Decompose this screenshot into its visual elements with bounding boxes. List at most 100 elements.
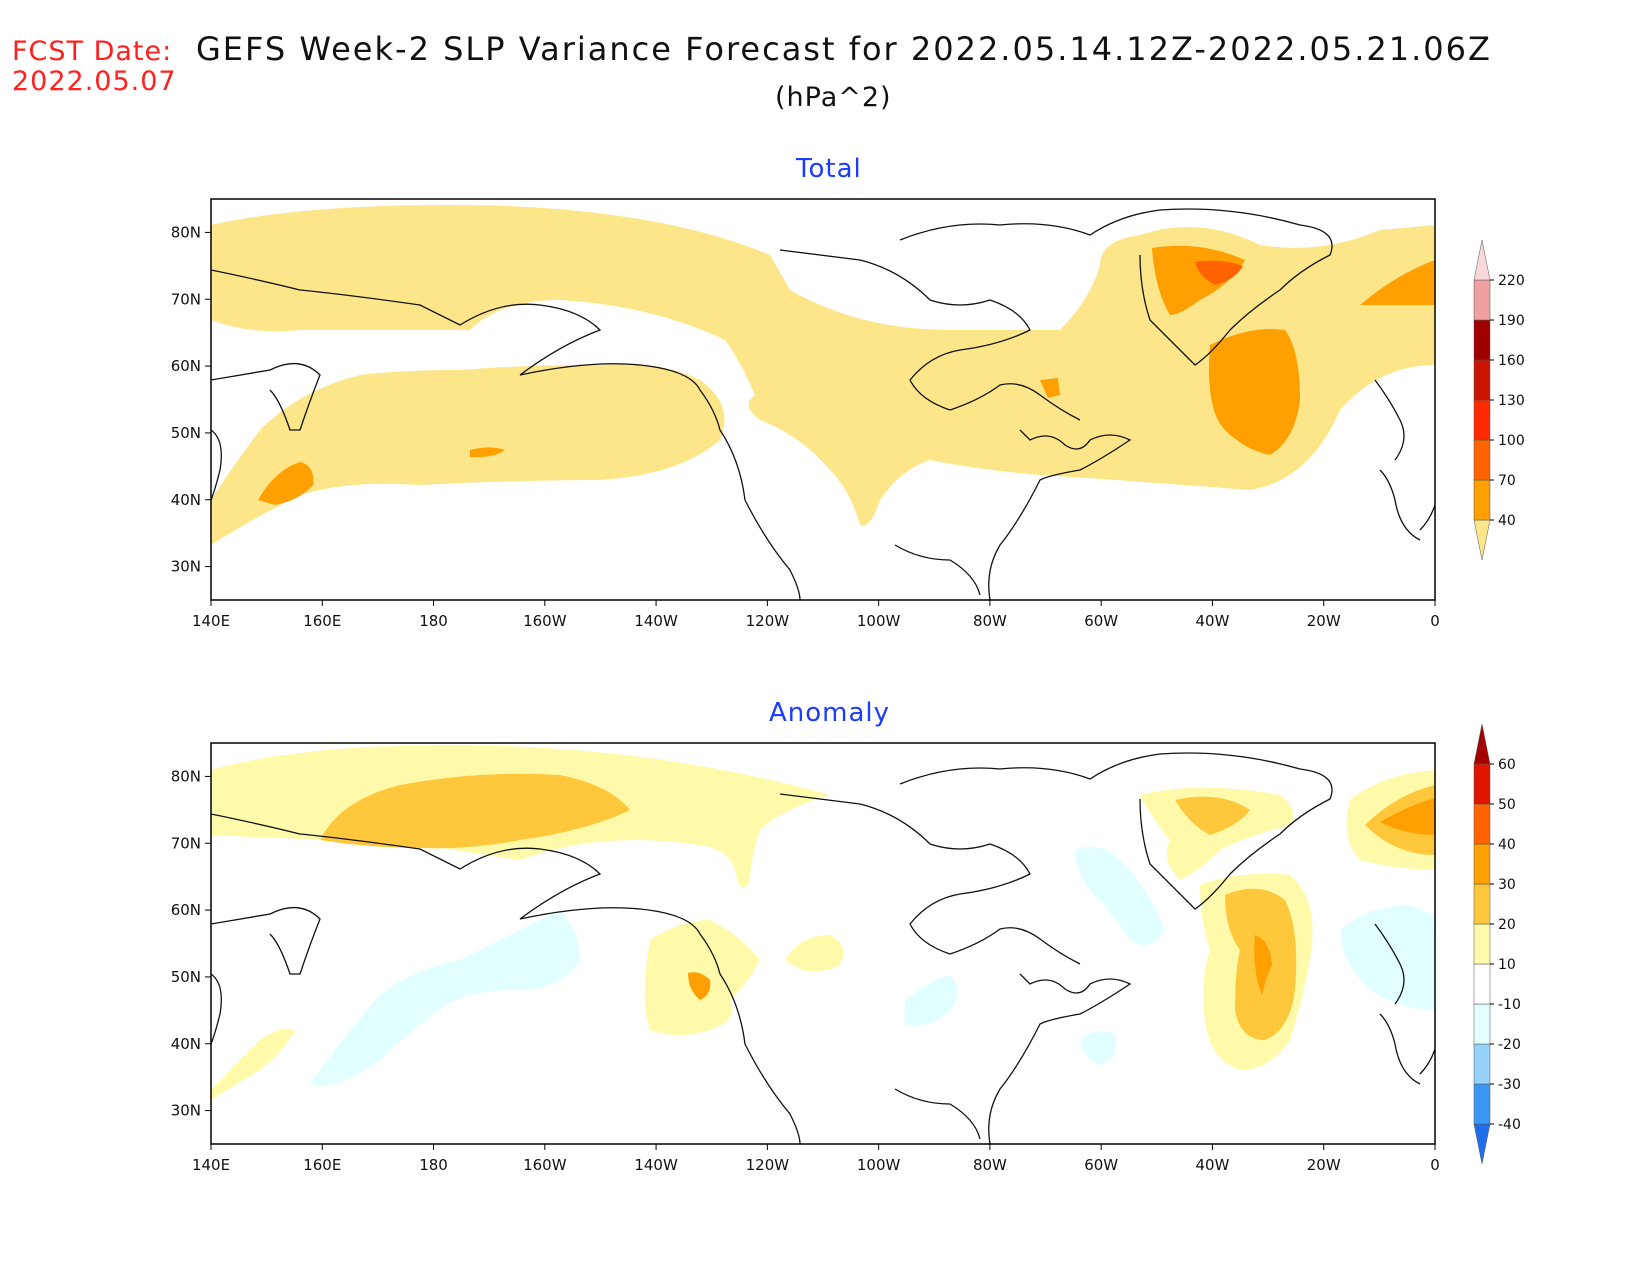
total-cbar-label: 100 [1498,433,1525,449]
total-cbar-label: 160 [1498,353,1525,369]
anomaly-cbar-segment [1473,763,1491,805]
anomaly-cbar-end-high [1473,723,1491,765]
anomaly-cbar-label: -30 [1498,1077,1521,1093]
anomaly-shading [211,745,1435,1100]
total-lon-label: 160W [523,612,567,630]
anomaly-cbar-segment [1473,803,1491,845]
total-contour-40-arctic [211,205,1435,526]
anomaly-contour-neg10-labrador [1075,846,1165,946]
total-lon-label: 160E [303,612,341,630]
total-lat-label: 40N [171,491,201,509]
total-contour-70-europe [1360,260,1435,305]
total-cbar-label: 220 [1498,273,1525,289]
anomaly-lon-label: 120W [746,1156,790,1174]
units-label: (hPa^2) [775,82,892,113]
total-lat-label: 70N [171,290,201,308]
anomaly-contour-10-w-canada [785,935,844,972]
total-lat-label: 50N [171,424,201,442]
anomaly-lon-label: 0 [1430,1156,1440,1174]
anomaly-lon-label: 140E [192,1156,230,1174]
anomaly-contour-10-greenland [1140,787,1294,880]
fcst-date-label: FCST Date: [12,36,173,67]
anomaly-cbar-label: 50 [1498,797,1516,813]
total-lon-label: 100W [857,612,901,630]
total-shading [211,205,1435,545]
total-lon-label: 80W [973,612,1007,630]
anomaly-lon-label: 40W [1195,1156,1229,1174]
total-lon-label: 40W [1195,612,1229,630]
anomaly-cbar-label: 20 [1498,917,1516,933]
total-colorbar: 40 70 100 130 160 190 220 [1473,239,1525,561]
anomaly-cbar-label: 10 [1498,957,1516,973]
anomaly-cbar-label: -40 [1498,1117,1521,1133]
anomaly-lon-label: 180 [419,1156,448,1174]
anomaly-lon-label: 100W [857,1156,901,1174]
anomaly-lon-label: 160W [523,1156,567,1174]
total-contour-100-greenland [1195,260,1243,285]
total-cbar-segment [1473,319,1491,361]
total-lon-label: 140E [192,612,230,630]
anomaly-contour-neg10-great-lakes [905,975,958,1026]
anomaly-cbar-segment [1473,963,1491,1005]
total-cbar-segment [1473,279,1491,321]
anomaly-lat-label: 60N [171,901,201,919]
anomaly-lon-label: 20W [1307,1156,1341,1174]
anomaly-contour-10-nw-pacific [211,1028,295,1100]
total-axes: 140E 160E 180 160W 140W 120W 100W 80W 60W 40W 20W 0… [171,223,1440,630]
anomaly-cbar-label: 30 [1498,877,1516,893]
total-lon-label: 120W [746,612,790,630]
total-coastlines [211,208,1435,600]
anomaly-contour-30-atlantic [1254,935,1272,995]
anomaly-cbar-segment [1473,1003,1491,1045]
total-cbar-label: 190 [1498,313,1525,329]
total-lon-label: 20W [1307,612,1341,630]
total-cbar-segment [1473,439,1491,481]
total-lat-label: 30N [171,558,201,576]
anomaly-lon-label: 60W [1084,1156,1118,1174]
anomaly-cbar-segment [1473,1043,1491,1085]
anomaly-contour-30-europe [1380,798,1435,835]
anomaly-cbar-label: 60 [1498,757,1516,773]
panel-title-total: Total [796,154,862,184]
total-contour-70-hudson [1040,378,1060,398]
total-cbar-label: 70 [1498,473,1516,489]
total-cbar-segment [1473,399,1491,441]
total-contour-40-pacific [211,364,725,545]
anomaly-cbar-end-low [1473,1123,1491,1165]
anomaly-coastlines [211,752,1435,1144]
total-cbar-segment [1473,479,1491,521]
anomaly-lat-label: 70N [171,834,201,852]
fcst-date-value: 2022.05.07 [12,66,177,97]
anomaly-colorbar: -40 -30 -20 -10 10 20 30 40 50 60 [1473,723,1521,1165]
anomaly-cbar-segment [1473,883,1491,925]
total-cbar-segment [1473,359,1491,401]
anomaly-cbar-label: -20 [1498,1037,1521,1053]
anomaly-cbar-label: 40 [1498,837,1516,853]
anomaly-map-frame [210,742,1436,1145]
total-cbar-end-high [1473,239,1491,281]
anomaly-contour-neg10-uk [1340,905,1435,1010]
panel-title-anomaly: Anomaly [769,698,891,728]
total-map-frame [210,198,1436,601]
anomaly-lat-label: 50N [171,968,201,986]
total-lat-label: 80N [171,223,201,241]
anomaly-lat-label: 40N [171,1035,201,1053]
anomaly-lon-label: 80W [973,1156,1007,1174]
anomaly-cbar-segment [1473,1083,1491,1125]
anomaly-cbar-segment [1473,923,1491,965]
anomaly-contour-neg10-pacific [310,910,580,1086]
anomaly-lat-label: 30N [171,1102,201,1120]
anomaly-contour-20-bc [688,972,711,1000]
total-cbar-label: 40 [1498,513,1516,529]
anomaly-contour-20-arctic [320,773,630,849]
anomaly-axes: 140E 160E 180 160W 140W 120W 100W 80W 60W 40W 20W 0… [171,767,1440,1174]
anomaly-contour-neg10-nf [1080,1031,1116,1065]
anomaly-cbar-segment [1473,843,1491,885]
total-lon-label: 0 [1430,612,1440,630]
total-contour-70-nw-pacific [258,462,314,505]
anomaly-lon-label: 140W [634,1156,678,1174]
anomaly-lon-label: 160E [303,1156,341,1174]
total-lat-label: 60N [171,357,201,375]
total-lon-label: 180 [419,612,448,630]
